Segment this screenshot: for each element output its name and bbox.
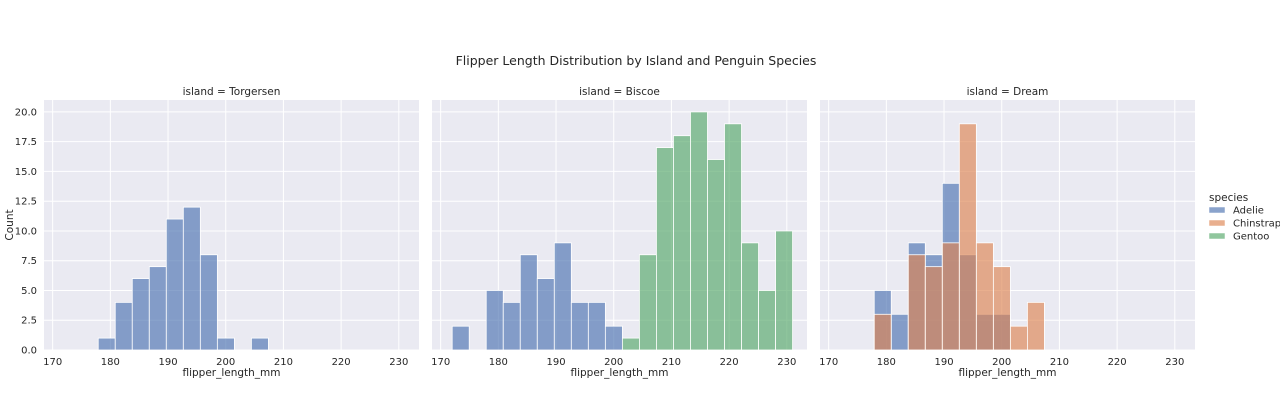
- x-tick-label: 190: [546, 357, 565, 368]
- bar-adelie: [536, 278, 555, 351]
- bar-adelie: [587, 301, 606, 351]
- x-axis-label: flipper_length_mm: [570, 367, 668, 379]
- facet-label: island = Torgersen: [183, 86, 281, 98]
- bar-gentoo: [656, 147, 674, 351]
- bar-adelie: [199, 254, 218, 351]
- bar-gentoo: [690, 111, 708, 351]
- bar-chinstrap: [975, 242, 994, 351]
- bar-adelie: [519, 254, 538, 351]
- legend-label-adelie: Adelie: [1233, 206, 1264, 217]
- facet-panel: island = Torgersen 170 180 190 200 210 220 230 f…: [15, 86, 419, 379]
- y-tick-label: 10.0: [15, 226, 37, 237]
- x-tick-label: 210: [662, 357, 681, 368]
- bar-chinstrap: [1009, 325, 1028, 351]
- bar-adelie: [114, 301, 133, 351]
- bar-gentoo: [621, 337, 640, 351]
- x-tick-label: 200: [604, 357, 623, 368]
- legend-swatch-adelie: [1208, 206, 1226, 214]
- bar-adelie: [216, 337, 235, 351]
- bar-chinstrap: [873, 313, 892, 351]
- bar-gentoo: [724, 123, 742, 351]
- y-axis-label: Count: [4, 209, 16, 240]
- x-axis-label: flipper_length_mm: [958, 367, 1056, 379]
- x-tick-label: 180: [489, 357, 508, 368]
- facet-panel: island = Dream 170 180 190 200 210 220 230 flipp…: [819, 86, 1195, 379]
- bar-adelie: [131, 278, 150, 351]
- y-tick-label: 7.5: [21, 256, 37, 267]
- y-tick-label: 12.5: [15, 197, 37, 208]
- x-tick-label: 230: [1165, 357, 1184, 368]
- bar-adelie: [148, 266, 167, 351]
- bar-gentoo: [639, 254, 657, 351]
- bar-chinstrap: [958, 123, 977, 351]
- legend-title: species: [1209, 192, 1248, 204]
- bar-adelie: [451, 325, 470, 351]
- bar-adelie: [553, 242, 572, 351]
- bar-adelie: [485, 290, 504, 351]
- x-tick-label: 220: [1108, 357, 1127, 368]
- legend-label-chinstrap: Chinstrap: [1233, 219, 1280, 230]
- x-tick-label: 220: [332, 357, 351, 368]
- x-tick-label: 170: [819, 357, 838, 368]
- chart-title: Flipper Length Distribution by Island an…: [456, 53, 817, 68]
- x-axis-label: flipper_length_mm: [182, 367, 280, 379]
- legend-swatch-chinstrap: [1208, 219, 1226, 227]
- facet-panels: island = Torgersen 170 180 190 200 210 220 230 f…: [15, 86, 1195, 379]
- bar-chinstrap: [1027, 301, 1045, 351]
- x-tick-label: 210: [274, 357, 293, 368]
- bar-adelie: [251, 337, 269, 351]
- y-tick-label: 5.0: [21, 286, 37, 297]
- x-tick-label: 220: [720, 357, 739, 368]
- y-tick-label: 2.5: [21, 316, 37, 327]
- panel-background: [44, 100, 419, 350]
- x-tick-label: 230: [389, 357, 408, 368]
- x-tick-label: 200: [216, 357, 235, 368]
- legend-label-gentoo: Gentoo: [1233, 232, 1269, 243]
- x-tick-label: 230: [777, 357, 796, 368]
- bar-adelie: [604, 325, 623, 351]
- x-tick-label: 170: [431, 357, 450, 368]
- bar-chinstrap: [907, 254, 926, 351]
- x-tick-label: 170: [43, 357, 62, 368]
- y-tick-label: 20.0: [15, 107, 37, 118]
- bar-adelie: [182, 206, 201, 351]
- bar-adelie: [97, 337, 116, 351]
- bar-adelie: [502, 301, 521, 351]
- y-tick-label: 15.0: [15, 167, 37, 178]
- legend-swatch-gentoo: [1208, 232, 1226, 240]
- x-tick-label: 180: [877, 357, 896, 368]
- bar-gentoo: [741, 242, 759, 351]
- x-tick-label: 190: [934, 357, 953, 368]
- x-tick-label: 180: [101, 357, 120, 368]
- bar-gentoo: [758, 290, 776, 351]
- legend: species Adelie Chinstrap Gentoo: [1208, 192, 1280, 243]
- bar-gentoo: [673, 135, 691, 351]
- bar-adelie: [570, 301, 589, 351]
- x-tick-label: 190: [158, 357, 177, 368]
- y-tick-label: 0.0: [21, 346, 37, 357]
- bar-chinstrap: [924, 266, 943, 351]
- facet-panel: island = Biscoe 170 180 190 200 210 220 230 flip…: [431, 86, 807, 379]
- x-tick-label: 210: [1050, 357, 1069, 368]
- facet-label: island = Dream: [967, 86, 1049, 98]
- bar-chinstrap: [941, 242, 960, 351]
- bar-gentoo: [707, 159, 725, 351]
- bar-adelie: [890, 313, 909, 351]
- bar-chinstrap: [992, 266, 1011, 351]
- bar-adelie: [165, 218, 184, 351]
- x-tick-label: 200: [992, 357, 1011, 368]
- y-tick-label: 17.5: [15, 137, 37, 148]
- facet-label: island = Biscoe: [579, 86, 660, 98]
- bar-gentoo: [775, 230, 793, 351]
